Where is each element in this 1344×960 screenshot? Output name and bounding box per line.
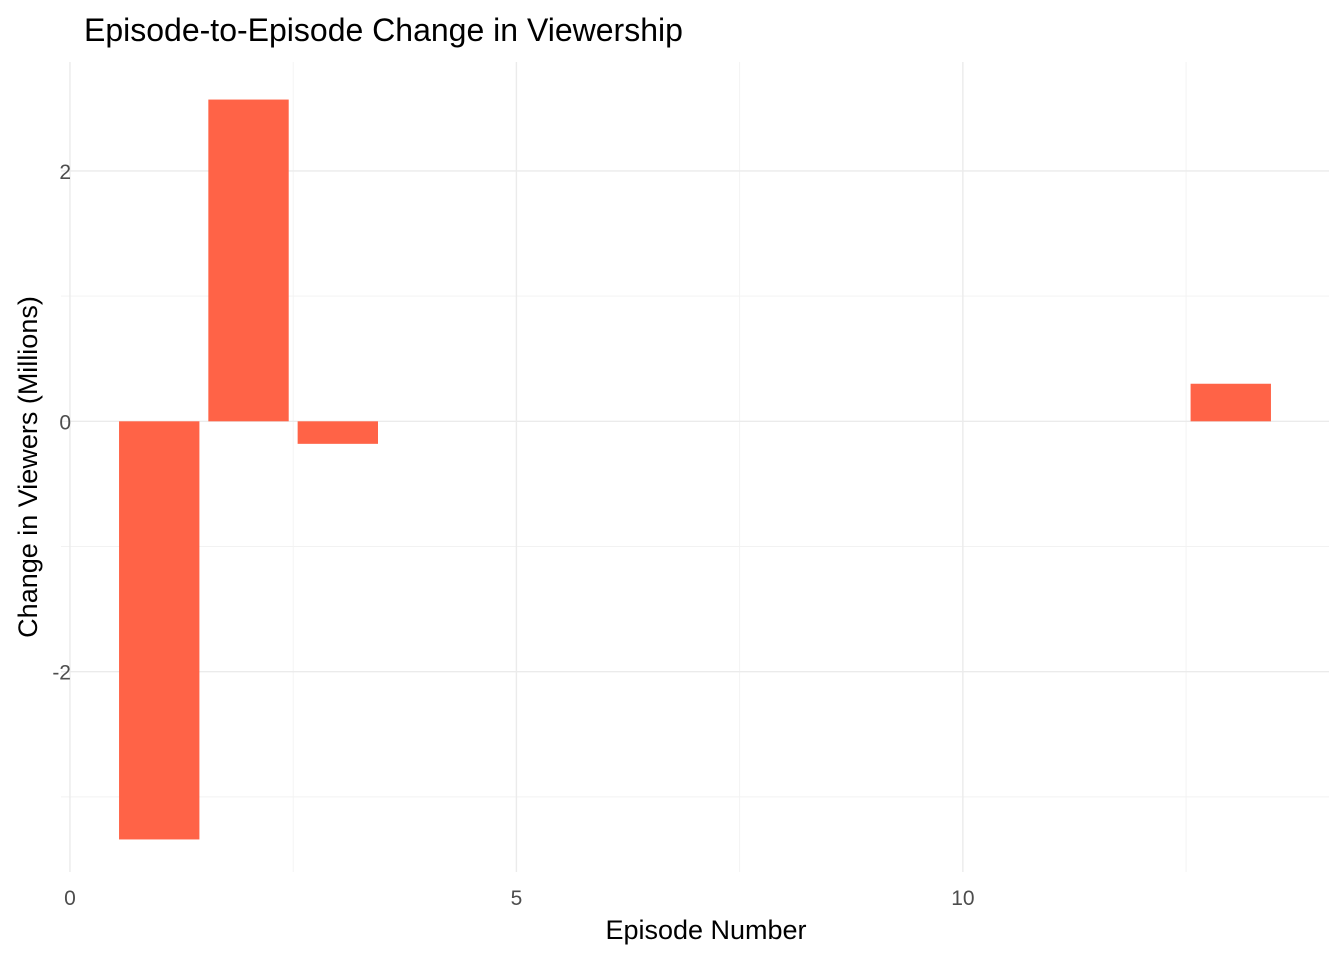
y-tick-label: 0 (59, 411, 71, 434)
bar-episode-13 (1190, 383, 1271, 422)
bar-episode-2 (208, 99, 289, 422)
tick-labels: 0 5 10 -2 0 2 (52, 161, 974, 910)
bar-episode-1 (119, 421, 200, 840)
x-tick-label: 0 (64, 887, 76, 910)
bars (119, 99, 1271, 840)
chart-title: Episode-to-Episode Change in Viewership (84, 12, 683, 48)
bar-episode-3 (297, 421, 378, 444)
x-tick-label: 5 (511, 887, 523, 910)
x-axis-title: Episode Number (605, 915, 806, 945)
y-tick-label: -2 (52, 662, 71, 685)
x-tick-label: 10 (951, 887, 974, 910)
y-tick-label: 2 (59, 161, 71, 184)
y-axis-title: Change in Viewers (Millions) (13, 296, 43, 638)
